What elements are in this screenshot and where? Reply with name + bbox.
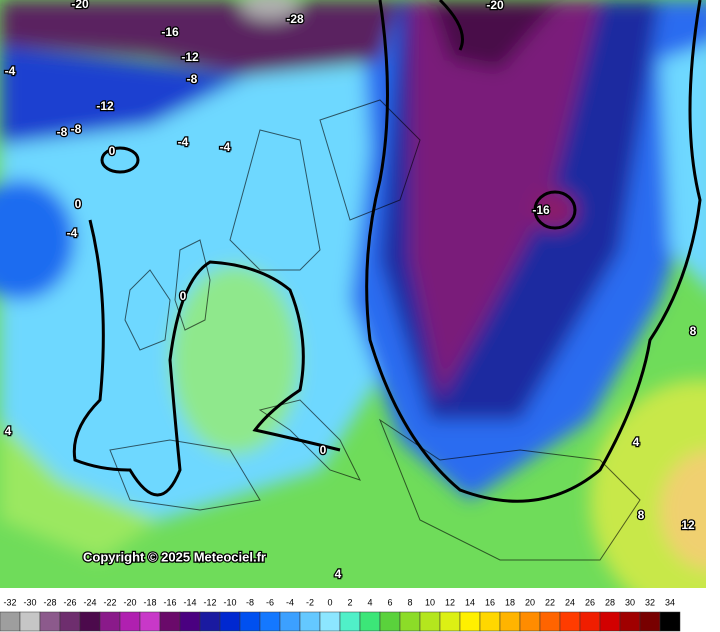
contour-label: -4 [220,140,231,154]
scale-tick-label: 20 [525,597,535,607]
contour-label: -8 [71,122,82,136]
scale-swatch [519,611,541,632]
scale-swatch [19,611,41,632]
contour-label: -4 [5,64,16,78]
scale-tick-label: 32 [645,597,655,607]
color-scale: -32 -30 -28 -26 -24 -22 -20 -18 -16 -14 -12 -10 -8 -6… [0,597,681,632]
scale-tick-label: 4 [367,597,372,607]
contour-label: -16 [161,25,179,39]
scale-tick-label: 10 [425,597,435,607]
scale-tick-label: -32 [3,597,16,607]
scale-swatch [339,611,361,632]
scale-swatch [379,611,401,632]
contour-label: 12 [681,518,695,532]
contour-label: -4 [178,135,189,149]
scale-tick-label: 16 [485,597,495,607]
contour-label: 4 [5,424,12,438]
contour-label: 4 [633,435,640,449]
contour-label: 0 [180,289,187,303]
scale-tick-label: -8 [246,597,254,607]
scale-tick-label: 30 [625,597,635,607]
scale-swatch [99,611,121,632]
scale-swatch [499,611,521,632]
contour-label: -20 [71,0,89,11]
scale-swatch [219,611,241,632]
scale-swatch [159,611,181,632]
scale-tick-label: -12 [203,597,216,607]
scale-tick-label: -18 [143,597,156,607]
scale-swatch [559,611,581,632]
scale-swatch [419,611,441,632]
scale-swatch [399,611,421,632]
scale-tick-label: -6 [266,597,274,607]
scale-swatch [599,611,621,632]
scale-swatch [459,611,481,632]
scale-swatch [0,611,21,632]
scale-tick-label: -30 [23,597,36,607]
scale-tick-label: 6 [387,597,392,607]
coastlines [109,99,641,561]
scale-tick-label: 12 [445,597,455,607]
scale-tick-label: 18 [505,597,515,607]
scale-tick-label: 22 [545,597,555,607]
contour-label: -16 [532,203,550,217]
copyright: Copyright © 2025 Meteociel.fr [83,549,266,564]
scale-swatch [239,611,261,632]
scale-tick-label: -14 [183,597,196,607]
scale-swatch [139,611,161,632]
scale-swatch [579,611,601,632]
contour-label: -8 [57,125,68,139]
contour-label: -20 [486,0,504,12]
scale-tick-label: 2 [347,597,352,607]
scale-swatch [479,611,501,632]
scale-swatch [279,611,301,632]
contour-label: -28 [286,12,304,26]
scale-tick-label: -26 [63,597,76,607]
scale-tick-label: 24 [565,597,575,607]
contour-label: 0 [75,197,82,211]
scale-tick-label: -10 [223,597,236,607]
scale-tick-label: 26 [585,597,595,607]
scale-tick-label: -2 [306,597,314,607]
scale-tick-label: 14 [465,597,475,607]
scale-swatch [39,611,61,632]
contour-label: 4 [335,567,342,581]
contour-lines [72,0,702,503]
scale-tick-label: -20 [123,597,136,607]
scale-swatch [359,611,381,632]
contour-label: -4 [67,226,78,240]
scale-swatch [299,611,321,632]
scale-swatch [259,611,281,632]
scale-swatch [119,611,141,632]
scale-swatch [539,611,561,632]
scale-swatch [639,611,661,632]
contour-label: -8 [187,72,198,86]
scale-tick-label: -4 [286,597,294,607]
scale-swatch [59,611,81,632]
scale-swatch [659,611,681,632]
scale-tick-label: 8 [407,597,412,607]
scale-tick-label: -24 [83,597,96,607]
scale-tick-label: 0 [327,597,332,607]
scale-swatch [619,611,641,632]
scale-tick-label: -22 [103,597,116,607]
contour-label: 8 [690,324,697,338]
contour-label: 0 [109,144,116,158]
scale-swatch [439,611,461,632]
scale-tick-label: 34 [665,597,675,607]
scale-swatch [319,611,341,632]
scale-swatch [179,611,201,632]
scale-tick-label: -28 [43,597,56,607]
scale-tick-label: -16 [163,597,176,607]
scale-swatch [199,611,221,632]
contour-label: 8 [638,508,645,522]
scale-tick-label: 28 [605,597,615,607]
contour-label: -12 [181,50,199,64]
contour-label: 0 [320,443,327,457]
scale-swatch [79,611,101,632]
contour-label: -12 [96,99,114,113]
